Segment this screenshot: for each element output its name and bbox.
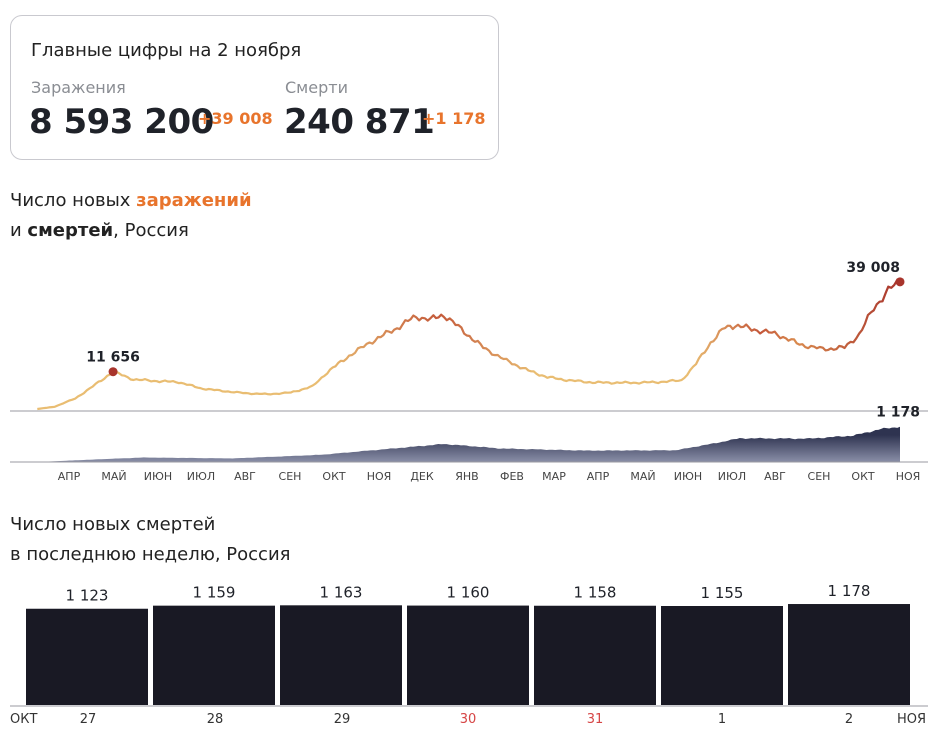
- chart2-title-line1: Число новых смертей: [10, 514, 216, 535]
- infections-deaths-chart: АПР МАЙ ИЮН ИЮЛ АВГ СЕН ОКТ НОЯ ДЕК ЯНВ ФЕВ МАР АПР М…: [10, 260, 928, 483]
- weekly-bar: [788, 604, 910, 705]
- infections-delta: +39 008: [198, 109, 273, 128]
- x-tick-label: ИЮЛ: [187, 470, 215, 483]
- x-tick-label: СЕН: [279, 470, 302, 483]
- weekly-x-tick: 30: [460, 712, 477, 727]
- chart1-title-highlight-infections: заражений: [136, 190, 252, 211]
- weekly-x-tick: 2: [845, 712, 853, 727]
- weekly-bar: [407, 605, 529, 705]
- weekly-bars: 1 123 1 159 1 163 1 160 1 158 1 155 1 178: [26, 582, 910, 705]
- weekly-bar: [534, 605, 656, 705]
- infections-series: [37, 279, 901, 411]
- chart1-title-part2: и: [10, 220, 28, 241]
- deaths-series: [37, 426, 901, 462]
- x-tick-label: АВГ: [234, 470, 256, 483]
- weekly-bar-value: 1 155: [701, 584, 744, 602]
- weekly-bar-value: 1 163: [320, 583, 363, 601]
- infections-value: 8 593 200: [29, 102, 214, 142]
- month-label-left: ОКТ: [10, 712, 37, 727]
- deaths-area: [37, 426, 901, 462]
- infections-annotation-label: 39 008: [846, 260, 900, 276]
- x-tick-label: НОЯ: [367, 470, 392, 483]
- weekly-bar-value: 1 158: [574, 584, 617, 602]
- x-tick-label: СЕН: [808, 470, 831, 483]
- summary-title: Главные цифры на 2 ноября: [31, 40, 302, 61]
- x-tick-label: ИЮН: [144, 470, 172, 483]
- x-tick-label: АВГ: [764, 470, 786, 483]
- infections-annotation-dot: [895, 277, 905, 287]
- weekly-bar-value: 1 178: [828, 582, 871, 600]
- weekly-x-tick: 31: [587, 712, 604, 727]
- x-tick-label: НОЯ: [896, 470, 921, 483]
- weekly-x-axis: 27 28 29 30 31 1 2 ОКТ НОЯ: [10, 705, 928, 727]
- x-tick-label: ЯНВ: [455, 470, 478, 483]
- weekly-x-tick: 28: [207, 712, 224, 727]
- chart1-title-part3: , Россия: [113, 220, 189, 241]
- chart1-title: Число новых заражений и смертей, Россия: [10, 186, 252, 246]
- deaths-value: 240 871: [284, 102, 435, 142]
- x-tick-label: ИЮЛ: [718, 470, 746, 483]
- weekly-x-tick: 27: [80, 712, 97, 727]
- weekly-bar: [26, 608, 148, 705]
- x-tick-label: ИЮН: [674, 470, 702, 483]
- deaths-delta: +1 178: [422, 109, 486, 128]
- x-axis: АПР МАЙ ИЮН ИЮЛ АВГ СЕН ОКТ НОЯ ДЕК ЯНВ ФЕВ МАР АПР М…: [10, 410, 928, 483]
- x-tick-label: ОКТ: [851, 470, 874, 483]
- x-tick-label: МАЙ: [101, 470, 126, 483]
- weekly-bar: [153, 605, 275, 705]
- summary-card: Главные цифры на 2 ноября Заражения 8 59…: [10, 15, 499, 160]
- chart1-title-highlight-deaths: смертей: [27, 220, 114, 241]
- chart1-annotations: 11 656 39 008 1 178: [86, 260, 920, 421]
- x-tick-label: ФЕВ: [500, 470, 524, 483]
- chart2-title-line2: в последнюю неделю, Россия: [10, 544, 291, 565]
- infections-annotation-label: 11 656: [86, 350, 140, 366]
- infections-annotation-dot: [108, 367, 118, 377]
- x-tick-label: ДЕК: [410, 470, 434, 483]
- x-tick-label: МАР: [542, 470, 566, 483]
- chart2-title: Число новых смертей в последнюю неделю, …: [10, 510, 290, 570]
- x-tick-label: МАЙ: [630, 470, 655, 483]
- weekly-bar-value: 1 123: [66, 587, 109, 605]
- x-tick-label: АПР: [58, 470, 81, 483]
- deaths-label: Смерти: [285, 78, 348, 97]
- infections-line: [37, 279, 901, 411]
- weekly-bar: [280, 605, 402, 705]
- weekly-bar-value: 1 159: [193, 584, 236, 602]
- x-tick-label: АПР: [587, 470, 610, 483]
- weekly-deaths-chart: 1 123 1 159 1 163 1 160 1 158 1 155 1 178 27 28…: [10, 582, 928, 727]
- weekly-bar-value: 1 160: [447, 584, 490, 602]
- month-label-right: НОЯ: [897, 712, 926, 727]
- infections-label: Заражения: [31, 78, 126, 97]
- weekly-x-tick: 29: [334, 712, 351, 727]
- weekly-x-tick: 1: [718, 712, 726, 727]
- deaths-annotation-label: 1 178: [876, 405, 920, 421]
- chart1-title-part1: Число новых: [10, 190, 137, 211]
- x-tick-label: ОКТ: [322, 470, 345, 483]
- weekly-bar: [661, 606, 783, 705]
